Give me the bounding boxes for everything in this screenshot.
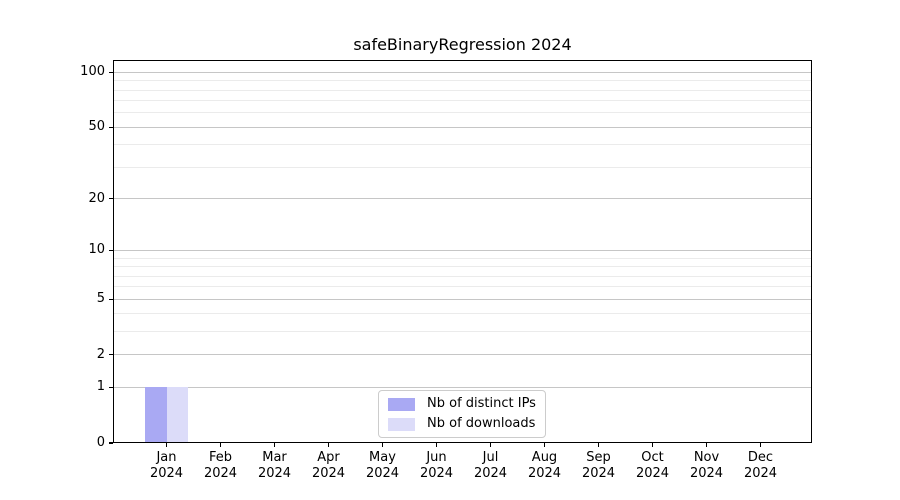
x-tick-label: Sep 2024 xyxy=(581,450,616,481)
chart-title: safeBinaryRegression 2024 xyxy=(353,35,572,54)
legend-swatch-downloads xyxy=(388,417,415,431)
x-tick-label: Oct 2024 xyxy=(635,450,670,481)
y-gridline-minor xyxy=(113,313,812,315)
y-gridline-major xyxy=(113,126,812,128)
y-gridline-major xyxy=(113,249,812,251)
legend-label-downloads: Nb of downloads xyxy=(427,416,536,431)
bar-downloads xyxy=(166,387,188,443)
y-tick-label: 1 xyxy=(96,379,105,395)
y-tick-label: 50 xyxy=(88,119,105,135)
y-tick-mark xyxy=(109,298,113,300)
y-gridline-minor xyxy=(113,286,812,288)
y-tick-mark xyxy=(109,386,113,388)
y-gridline-minor xyxy=(113,257,812,259)
y-gridline-major xyxy=(113,298,812,300)
y-gridline-minor xyxy=(113,100,812,102)
x-tick-mark xyxy=(435,443,438,447)
y-gridline-major xyxy=(113,354,812,356)
y-tick-mark xyxy=(109,442,113,444)
x-tick-label: Jun 2024 xyxy=(419,450,454,481)
y-tick-mark xyxy=(109,71,113,74)
x-tick-label: May 2024 xyxy=(365,450,400,481)
y-tick-label: 20 xyxy=(88,190,105,206)
x-tick-mark xyxy=(705,443,708,447)
y-gridline-minor xyxy=(113,166,812,168)
x-tick-mark xyxy=(327,443,330,447)
y-tick-label: 10 xyxy=(88,242,105,258)
y-gridline-minor xyxy=(113,331,812,333)
y-tick-mark xyxy=(109,197,113,200)
x-tick-label: Mar 2024 xyxy=(257,450,292,481)
y-tick-label: 2 xyxy=(96,346,105,362)
x-tick-label: Dec 2024 xyxy=(743,450,778,481)
x-tick-mark xyxy=(489,443,492,447)
x-tick-mark xyxy=(651,443,654,447)
plot-area xyxy=(113,60,812,443)
x-tick-label: Apr 2024 xyxy=(311,450,346,481)
x-tick-mark xyxy=(165,443,168,447)
x-tick-mark xyxy=(381,443,384,447)
legend: Nb of distinct IPs Nb of downloads xyxy=(378,390,546,438)
x-tick-mark xyxy=(273,443,276,447)
y-gridline-major xyxy=(113,386,812,388)
y-gridline-minor xyxy=(113,266,812,268)
x-tick-mark xyxy=(219,443,222,447)
x-tick-label: Feb 2024 xyxy=(203,450,238,481)
legend-label-distinct-ips: Nb of distinct IPs xyxy=(427,396,536,411)
y-gridline-minor xyxy=(113,275,812,277)
legend-item-distinct-ips: Nb of distinct IPs xyxy=(388,396,536,412)
y-tick-label: 0 xyxy=(96,435,105,450)
x-tick-label: Jul 2024 xyxy=(473,450,508,481)
bar-distinct-ips xyxy=(145,387,167,443)
y-gridline-minor xyxy=(113,112,812,114)
x-tick-mark xyxy=(759,443,762,447)
x-tick-label: Jan 2024 xyxy=(149,450,184,481)
y-tick-mark xyxy=(109,249,113,252)
y-gridline-minor xyxy=(113,80,812,82)
legend-swatch-distinct-ips xyxy=(388,397,415,411)
y-tick-mark xyxy=(109,126,113,128)
x-tick-mark xyxy=(543,443,546,447)
x-tick-label: Nov 2024 xyxy=(689,450,724,481)
y-gridline-minor xyxy=(113,144,812,146)
y-tick-label: 5 xyxy=(96,291,105,307)
legend-item-downloads: Nb of downloads xyxy=(388,416,536,432)
y-tick-mark xyxy=(109,354,113,356)
y-gridline-major xyxy=(113,71,812,73)
y-gridline-minor xyxy=(113,89,812,91)
y-gridline-major xyxy=(113,198,812,200)
x-tick-mark xyxy=(597,443,600,447)
x-tick-label: Aug 2024 xyxy=(527,450,562,481)
y-tick-label: 100 xyxy=(80,64,105,80)
